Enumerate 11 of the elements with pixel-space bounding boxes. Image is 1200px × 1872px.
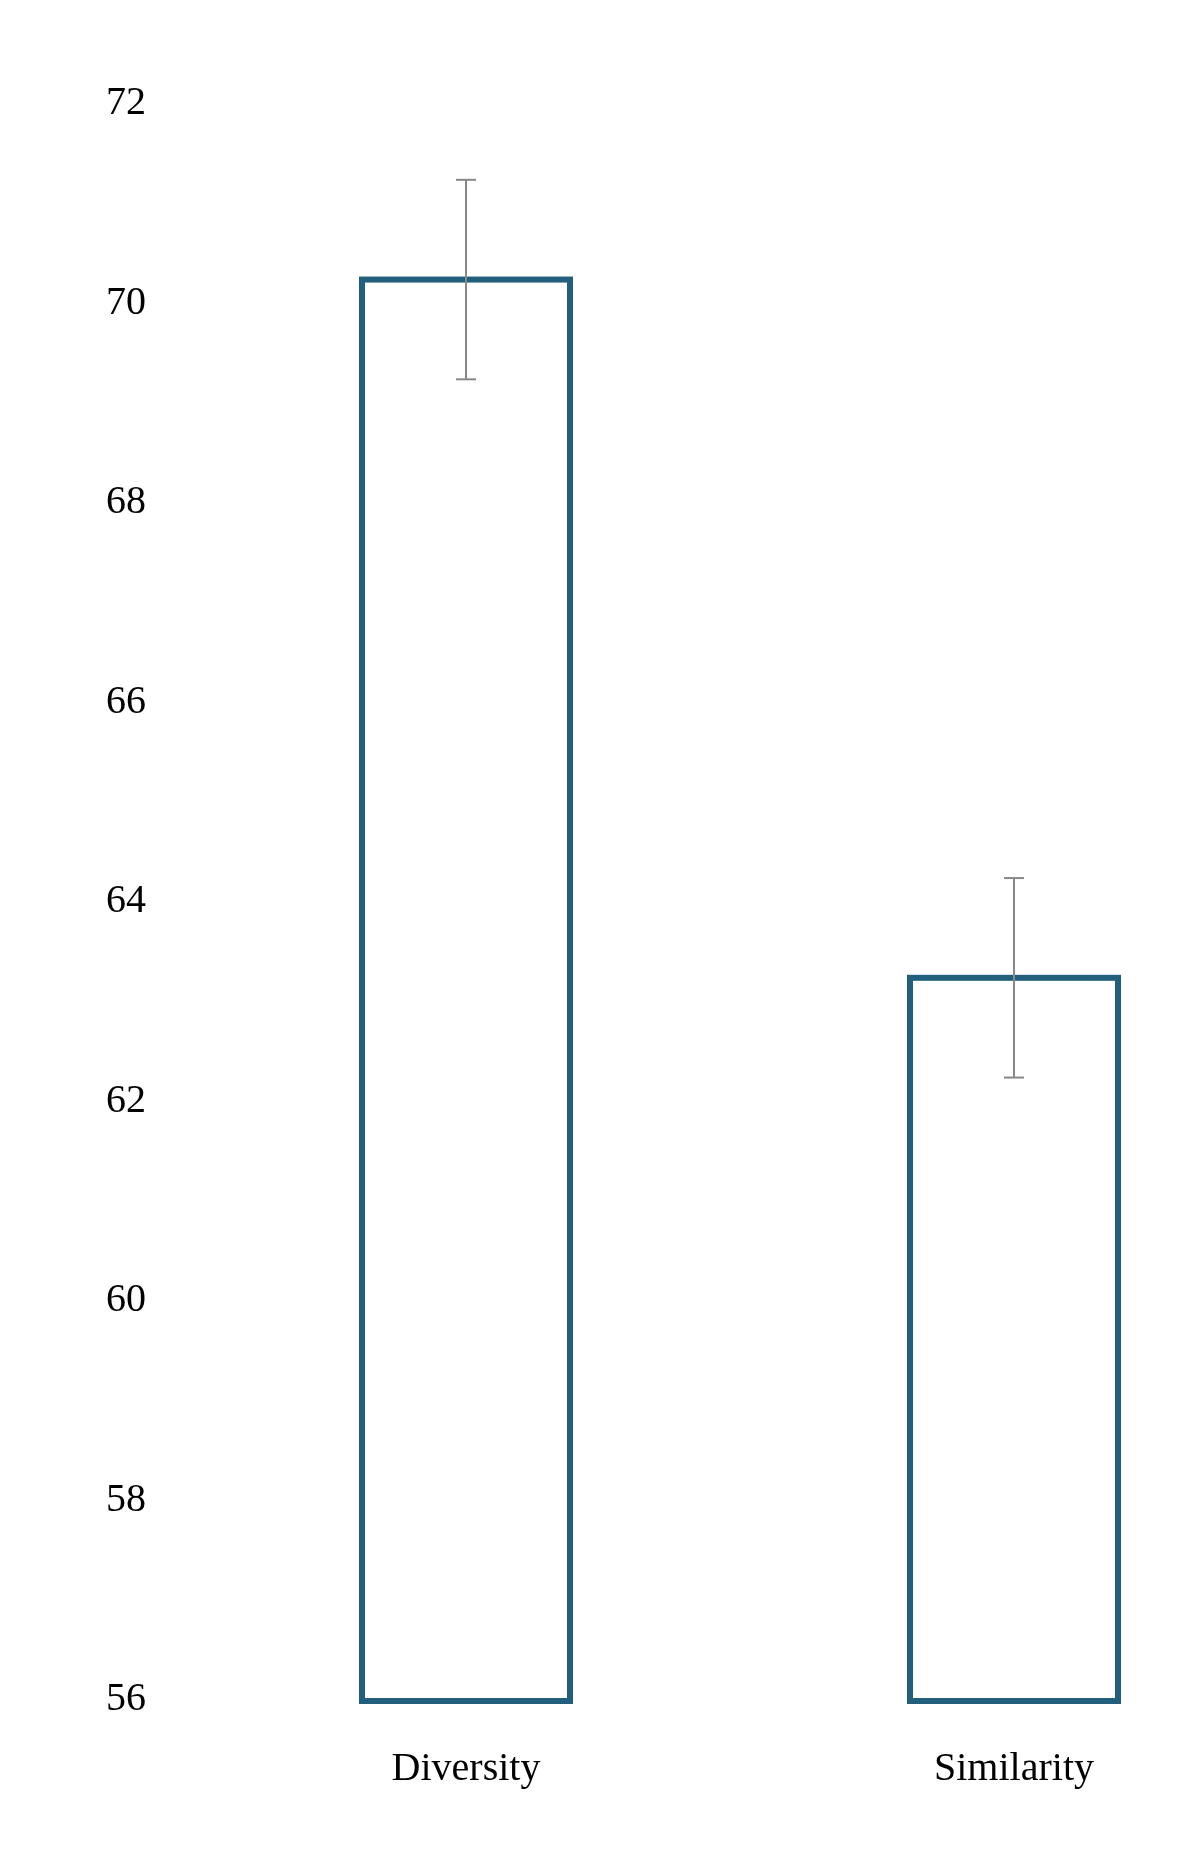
y-tick-label: 58 [106,1474,146,1520]
y-tick-label: 60 [106,1275,146,1321]
y-tick-label: 62 [106,1075,146,1121]
y-tick-label: 64 [106,876,146,922]
y-tick-label: 72 [106,78,146,124]
y-tick-label: 70 [106,277,146,323]
y-tick-label: 66 [106,676,146,722]
y-tick-label: 56 [106,1674,146,1720]
x-tick-label: Similarity [934,1744,1094,1790]
y-tick-label: 68 [106,477,146,523]
x-tick-label: Diversity [391,1744,541,1790]
